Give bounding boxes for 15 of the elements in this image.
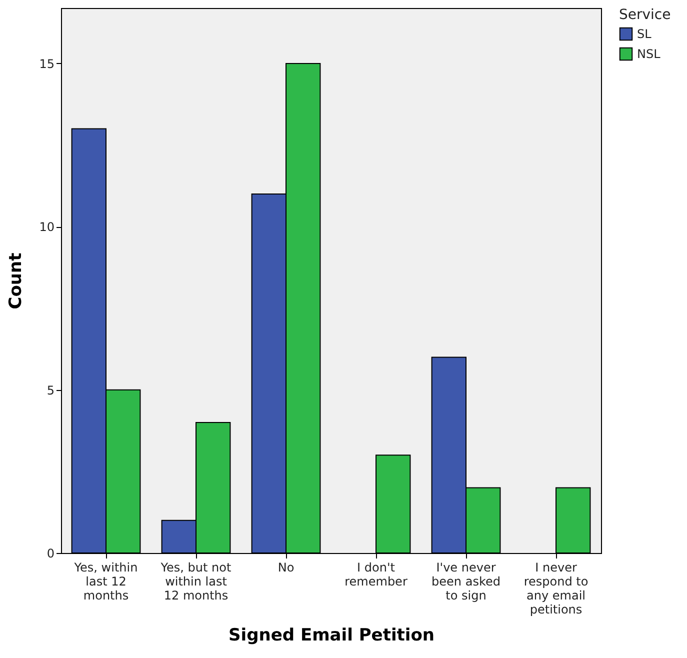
x-tick-label: I've never been asked to sign (432, 560, 500, 602)
legend-label: SL (637, 27, 652, 41)
x-tick-label: No (278, 560, 294, 574)
y-tick-label: 5 (46, 383, 54, 398)
x-axis-title: Signed Email Petition (228, 626, 435, 646)
legend-title: Service (619, 7, 671, 23)
x-tick-label: Yes, but not within last 12 months (160, 560, 232, 602)
y-tick-label: 10 (39, 220, 54, 234)
y-tick-label: 15 (39, 56, 54, 71)
x-tick-label: Yes, within last 12 months (73, 560, 138, 602)
y-tick-label: 0 (46, 546, 54, 560)
x-tick-label: I never respond to any email petitions (524, 560, 588, 616)
x-tick-label: I don't remember (344, 560, 408, 588)
legend-label: NSL (637, 47, 661, 61)
y-axis-title: Count (6, 252, 26, 310)
